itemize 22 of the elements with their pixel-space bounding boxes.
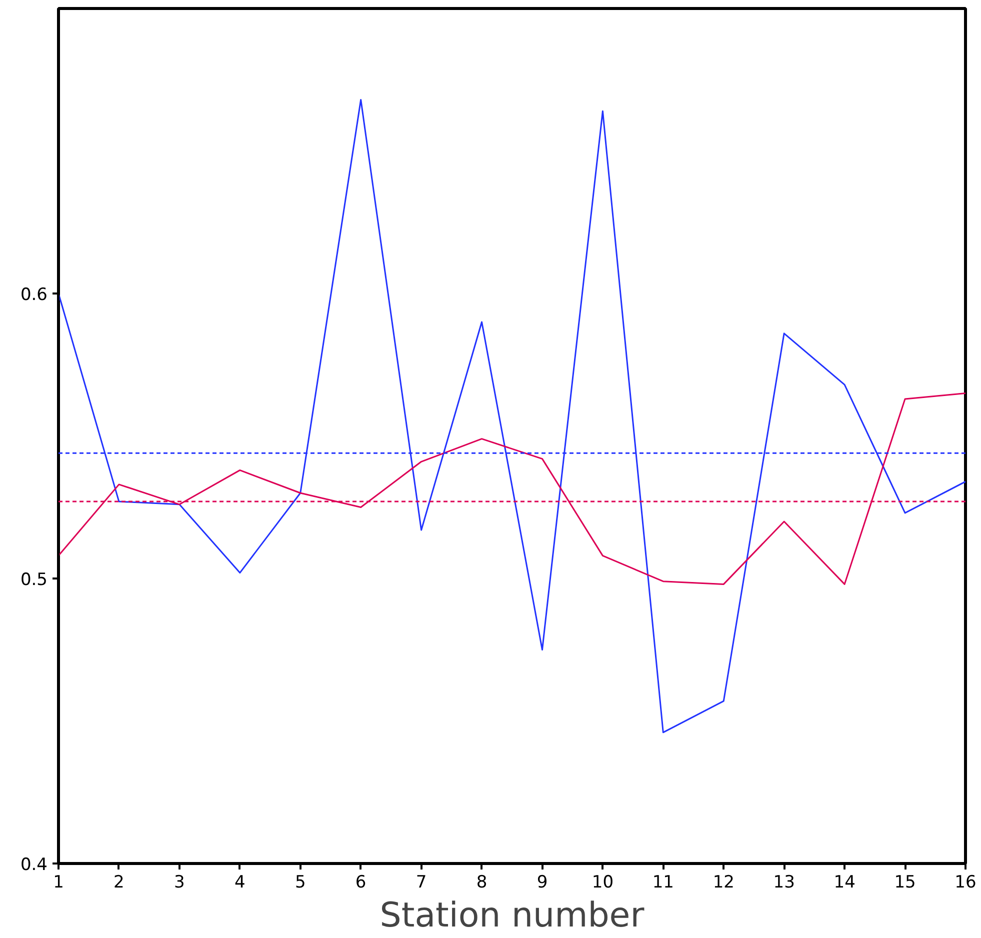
y-tick-label: 0.4 [20, 855, 48, 875]
x-tick-label: 15 [894, 872, 916, 892]
line-series [58, 98, 966, 734]
x-tick-label: 5 [294, 872, 306, 892]
y-tick-label: 0.6 [20, 285, 48, 305]
x-tick-label: 14 [834, 872, 856, 892]
x-tick-label: 2 [114, 872, 124, 892]
x-tick-label: 6 [355, 872, 366, 892]
x-tick-label: 13 [773, 872, 795, 892]
x-tick-label: 3 [174, 872, 185, 892]
x-tick-label: 12 [712, 872, 734, 892]
y-tick-label: 0.5 [20, 570, 48, 590]
x-tick-label: 16 [954, 872, 976, 892]
line-series [58, 392, 966, 585]
x-tick-label: 8 [476, 872, 488, 892]
x-axis-title: Station number [380, 896, 644, 936]
x-tick-label: 11 [652, 872, 674, 892]
x-tick-label: 10 [592, 872, 614, 892]
x-tick-label: 4 [234, 872, 246, 892]
x-tick-label: 7 [416, 872, 427, 892]
x-tick-label: 9 [536, 872, 548, 892]
x-tick-label: 1 [53, 872, 64, 892]
